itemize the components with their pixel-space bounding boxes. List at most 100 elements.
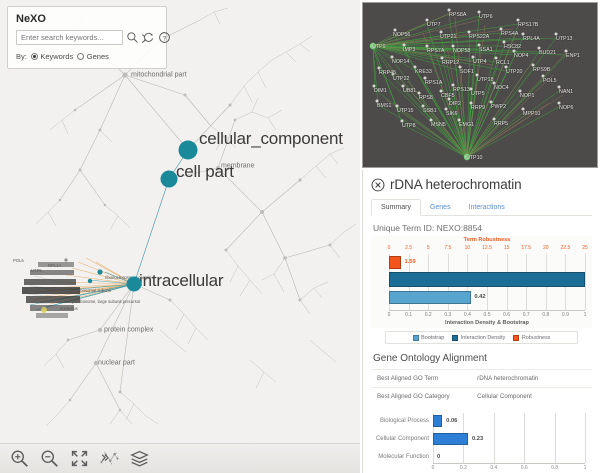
kv-key: Best Aligned GO Term [377,375,439,382]
gene-label[interactable]: RPS17B [518,22,539,28]
reset-icon[interactable] [142,31,155,44]
tree-node-label-membrane[interactable]: membrane [221,162,255,170]
gene-label[interactable]: UTP18 [477,77,494,83]
tree-node-label-rpl1a[interactable]: RPL1A [48,263,62,268]
page-title: rDNA heterochromatin [390,177,522,192]
go-axis-line [433,463,585,464]
gene-label[interactable]: UTP5 [471,91,485,97]
gene-label[interactable]: SSB1 [423,108,437,114]
gene-label[interactable]: SOF1 [460,69,474,75]
gene-label[interactable]: UB81 [403,88,417,94]
help-icon[interactable]: ? [158,31,171,44]
gene-label[interactable]: MSN5 [431,122,446,128]
radio-keywords-dot[interactable] [30,53,38,60]
gene-label[interactable]: CBF5 [441,93,455,99]
tree-node-label-ribonucleoprotein-complex[interactable]: ribonucleoprotein complex [105,275,154,280]
tab-genes[interactable]: Genes [429,204,451,211]
tree-node-label-intracellular[interactable]: intracellular [139,271,224,290]
search-icon[interactable] [126,31,139,44]
tree-node-label-pol5[interactable]: POL5 [13,258,24,263]
layers-icon[interactable] [130,449,149,468]
zoom-in-icon[interactable] [10,449,29,468]
fit-screen-icon[interactable] [70,449,89,468]
radio-keywords[interactable]: Keywords [30,52,73,61]
gene-label[interactable]: RPS13 [453,87,470,93]
gene-label[interactable]: RPS9B [533,67,551,73]
zoom-out-icon[interactable] [40,449,59,468]
gene-label[interactable]: PWP2 [491,104,507,110]
gene-label[interactable]: RCL1 [496,60,510,66]
radio-genes-dot[interactable] [77,53,85,60]
network-hub-utp9 [369,42,377,50]
gene-label[interactable]: UTP8 [402,123,416,129]
gene-label[interactable]: SIK6 [446,111,458,117]
gene-label[interactable]: KRE33 [415,69,432,75]
gene-label[interactable]: HSC82 [504,44,522,50]
tree-node-label-protein-complex[interactable]: protein complex [104,326,154,334]
gene-label[interactable]: RRP5 [494,121,509,127]
tree-node-label-cellular-component[interactable]: cellular_component [199,129,343,148]
gene-label[interactable]: UTP21 [440,34,457,40]
gene-label[interactable]: RPL4A [523,36,540,42]
tree-node-label-cell-part[interactable]: cell part [176,162,234,181]
gene-interaction-network[interactable]: RPS8A UTP6 UTP7 RPS17B NOP56 UTP21 RPS22A RPS4A… [362,2,598,168]
gene-label[interactable]: SSA1 [479,47,493,53]
gene-label[interactable]: BMS1 [377,103,392,109]
gene-label[interactable]: RPS8A [449,12,467,18]
gene-label[interactable]: NOP58 [453,48,471,54]
gene-label[interactable]: BUD21 [539,50,557,56]
gene-label[interactable]: RPS22A [469,34,490,40]
gene-label[interactable]: DIM1 [374,88,387,94]
gene-label[interactable]: EMG1 [459,122,475,128]
search-input[interactable] [16,30,123,45]
gene-label[interactable]: UTP13 [556,36,573,42]
ontology-tree-canvas[interactable]: cellular_component cell part intracellul… [0,0,360,473]
gene-label[interactable]: UTP9 [372,44,386,50]
tree-node-label-utp5[interactable]: UTP5 [31,268,42,273]
chart-legend: Bootstrap Interaction Density Robustness [385,331,578,344]
gene-label[interactable]: NOP4 [514,53,529,59]
gene-label[interactable]: ENP1 [566,53,580,59]
search-panel[interactable]: NeXO ? By: [7,6,170,69]
gene-label[interactable]: RRP12 [442,60,460,66]
gene-label[interactable]: NAN1 [559,89,574,95]
gene-label[interactable]: UTP15 [397,108,414,114]
gene-label[interactable]: RPS7A [427,48,445,54]
tree-node-label-nuclear-part[interactable]: nuclear part [98,359,135,367]
gene-label[interactable]: NOP14 [392,59,410,65]
gene-label[interactable]: NOP6 [559,105,574,111]
gene-label[interactable]: DIP2 [449,101,461,107]
gene-label[interactable]: NOP1 [520,93,535,99]
gene-label[interactable]: RPS1A [425,80,443,86]
gene-label[interactable]: NOP56 [393,32,411,38]
gene-label[interactable]: RRP45 [379,70,397,76]
tree-node-label-ribosomal-subunit[interactable]: ribosomal subunit [78,288,111,293]
radio-genes[interactable]: Genes [77,52,109,61]
top-tick-label: 12.5 [482,245,492,251]
gene-label[interactable]: RRP9 [471,105,486,111]
gene-label[interactable]: NOC4 [494,85,509,91]
tree-node-label-mitochondrial-part[interactable]: mitochondrial part [131,71,187,79]
gene-label[interactable]: UTP4 [473,59,487,65]
legend-item[interactable]: Bootstrap [412,334,444,341]
close-circle-icon[interactable] [371,178,385,192]
tab-summary[interactable]: Summary [371,199,421,216]
gene-label[interactable]: RPS8 [419,95,433,101]
tree-node-label-preribosome[interactable]: preribosome, large subunit precursor [72,299,141,304]
gene-label[interactable]: MPP10 [523,111,541,117]
gene-label[interactable]: UTP6 [479,14,493,20]
gene-label[interactable]: RPS4A [501,31,519,37]
gene-label[interactable]: UTP10 [466,155,483,161]
legend-item[interactable]: Robustness [513,334,550,341]
gene-label[interactable]: POL5 [543,78,557,84]
legend-item[interactable]: Interaction Density [452,334,505,341]
go-tick-label: 0.6 [520,465,528,471]
gene-label[interactable]: UTP7 [427,22,441,28]
tree-node-label-nucleolus[interactable]: nucleolus [60,306,78,311]
tab-interactions[interactable]: Interactions [468,204,505,211]
gene-label[interactable]: UTP20 [506,69,523,75]
gene-label[interactable]: IMP3 [403,47,416,53]
network-graph [369,8,569,161]
gene-label[interactable]: UTP22 [393,76,410,82]
hierarchy-view-icon[interactable] [100,449,119,468]
